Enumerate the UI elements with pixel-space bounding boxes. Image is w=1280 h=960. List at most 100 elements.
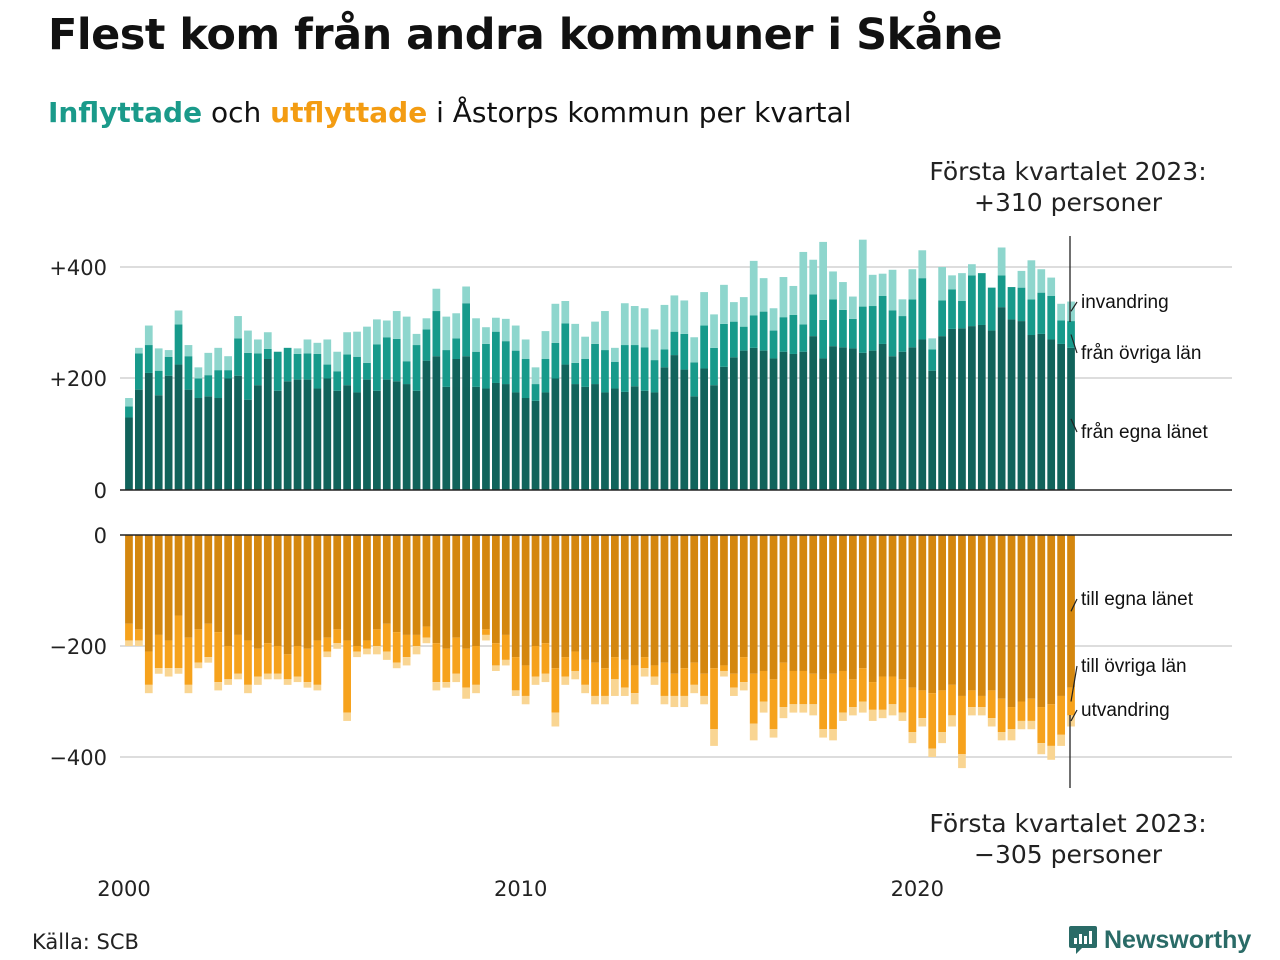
bar-inflow-3 [849,296,857,319]
bar-outflow-1 [204,535,213,624]
bar-inflow-1 [650,392,659,490]
y-tick-bottom: −200 [49,635,107,659]
bar-outflow-2 [1007,707,1016,730]
bar-outflow-1 [442,535,451,649]
bar-inflow-3 [452,313,461,339]
bar-outflow-2 [680,668,689,696]
bar-outflow-3 [482,634,490,641]
bar-inflow-3 [858,239,867,307]
bar-inflow-3 [958,273,966,302]
bar-outflow-1 [1017,535,1026,702]
bar-outflow-3 [958,754,966,769]
bar-inflow-3 [144,325,153,346]
bar-outflow-3 [472,684,480,694]
bar-outflow-2 [720,665,728,671]
bar-inflow-2 [640,347,649,391]
bar-inflow-3 [839,282,847,310]
bar-outflow-3 [849,707,857,716]
bar-outflow-3 [531,676,540,685]
newsworthy-logo-icon [1069,926,1097,954]
bar-inflow-3 [581,336,589,359]
bar-inflow-3 [501,318,510,342]
bar-inflow-3 [432,288,441,312]
bar-outflow-3 [1007,729,1016,741]
bar-inflow-3 [422,318,431,330]
bar-inflow-2 [839,309,847,348]
bar-outflow-3 [402,657,411,666]
bar-inflow-2 [531,384,540,401]
bar-outflow-3 [739,682,748,691]
bar-inflow-3 [730,302,738,322]
subtitle-inflyttade: Inflyttade [48,96,203,129]
bar-inflow-3 [263,332,272,349]
bar-outflow-2 [968,690,976,708]
bar-outflow-1 [720,535,728,666]
bar-inflow-1 [749,347,758,490]
bar-outflow-1 [581,535,589,660]
bar-inflow-1 [789,353,798,490]
bar-inflow-2 [700,325,708,369]
bar-outflow-1 [938,535,946,691]
bar-inflow-2 [333,371,342,391]
bar-outflow-3 [630,693,639,705]
bar-outflow-3 [581,684,589,694]
bar-outflow-1 [194,535,203,630]
bar-inflow-3 [759,278,768,312]
bar-inflow-1 [472,386,480,490]
bar-inflow-2 [224,370,232,379]
bar-outflow-2 [541,643,550,674]
bar-outflow-2 [531,646,540,677]
bar-inflow-3 [462,286,470,304]
bar-inflow-2 [323,364,332,379]
bar-outflow-3 [591,695,599,705]
bar-outflow-3 [363,648,371,655]
bar-outflow-1 [164,535,173,641]
bar-inflow-3 [948,275,956,290]
bar-outflow-2 [422,626,431,638]
bar-outflow-3 [888,704,897,716]
bar-inflow-1 [432,356,441,490]
bar-outflow-3 [462,687,470,699]
bar-outflow-2 [313,640,322,685]
bar-outflow-1 [432,535,441,644]
bar-outflow-3 [809,704,818,716]
bar-outflow-1 [611,535,619,658]
bar-outflow-3 [1027,720,1036,730]
bar-inflow-2 [492,331,500,383]
bar-inflow-3 [164,350,173,357]
bar-outflow-3 [511,690,520,696]
bar-outflow-2 [373,629,381,646]
bar-inflow-3 [700,292,708,326]
bar-inflow-3 [571,323,580,363]
bar-inflow-1 [452,358,461,490]
y-tick-bottom: −400 [49,746,107,770]
bar-outflow-2 [977,695,986,708]
bar-inflow-1 [263,358,272,490]
bar-inflow-2 [620,345,629,392]
bar-outflow-2 [581,659,589,685]
bar-outflow-2 [918,690,927,719]
bar-outflow-3 [254,676,262,685]
bar-inflow-3 [194,367,203,379]
bar-outflow-2 [353,646,361,652]
bar-outflow-1 [849,535,857,680]
bar-inflow-1 [898,351,907,490]
bar-outflow-2 [462,648,470,688]
bar-outflow-3 [670,695,679,708]
bar-outflow-1 [1047,535,1056,705]
bar-outflow-3 [283,679,292,685]
bar-inflow-2 [997,275,1006,308]
bar-inflow-2 [977,273,986,325]
x-tick-label: 2020 [891,877,944,901]
bar-inflow-1 [849,348,857,490]
bar-inflow-2 [283,347,292,382]
bar-outflow-1 [263,535,272,644]
bar-inflow-1 [551,378,560,490]
bar-inflow-3 [412,333,421,346]
bar-outflow-1 [680,535,689,669]
bar-inflow-1 [194,398,203,490]
bar-inflow-3 [918,250,927,279]
bar-inflow-2 [343,354,351,386]
bar-inflow-1 [313,388,322,490]
bar-inflow-3 [482,327,490,344]
